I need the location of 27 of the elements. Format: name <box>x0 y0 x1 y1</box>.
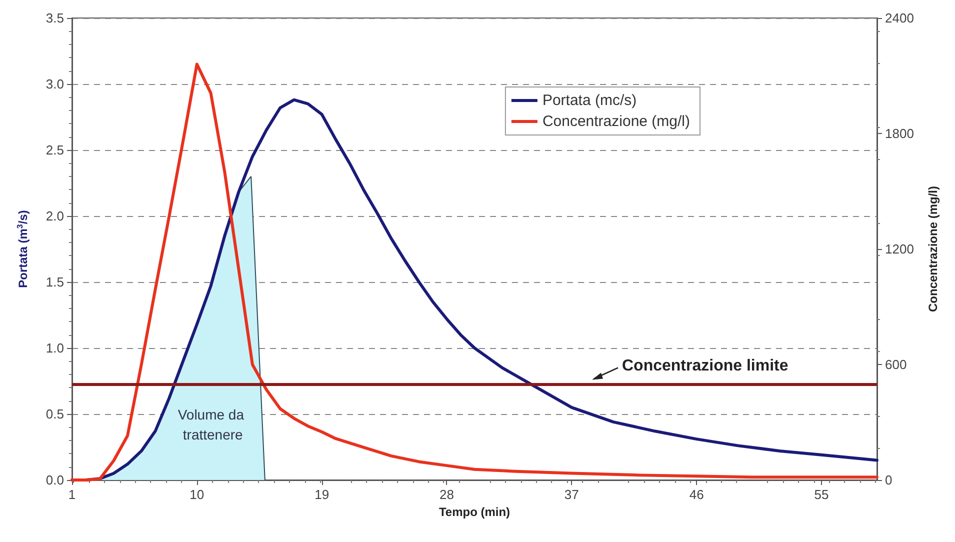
y2-tick-label: 600 <box>885 357 907 372</box>
x-tick-label: 46 <box>689 487 704 502</box>
y-tick-label: 3.5 <box>46 10 64 26</box>
y2-tick-label: 2400 <box>885 10 914 26</box>
x-axis-title: Tempo (min) <box>438 505 510 519</box>
y-tick-label: 1.5 <box>46 274 64 290</box>
legend-label: Portata (mc/s) <box>542 92 637 109</box>
annotation: Volume da trattenere <box>178 406 248 443</box>
x-tick-label: 1 <box>68 487 76 502</box>
x-tick-label: 37 <box>564 487 579 502</box>
x-tick-label: 10 <box>190 487 204 502</box>
x-tick-label: 28 <box>440 487 454 502</box>
y-tick-label: 2.0 <box>46 208 64 224</box>
y2-tick-label: 1200 <box>885 242 914 256</box>
x-tick-label: 55 <box>814 487 829 502</box>
y2-tick-label: 1800 <box>885 126 914 141</box>
y-axis-title: Portata (m3/s) <box>16 210 30 288</box>
y2-axis-title: Concentrazione (mg/l) <box>926 186 940 312</box>
ref-line-label: Concentrazione limite <box>622 357 788 374</box>
y-tick-label: 0.5 <box>46 406 64 422</box>
x-tick-label: 19 <box>314 487 330 502</box>
y-tick-label: 0.0 <box>46 472 64 488</box>
y-tick-label: 2.5 <box>46 142 64 158</box>
y-tick-label: 3.0 <box>46 76 64 92</box>
legend-label: Concentrazione (mg/l) <box>542 113 690 130</box>
y2-tick-label: 0 <box>885 472 892 488</box>
y-tick-label: 1.0 <box>46 340 64 356</box>
